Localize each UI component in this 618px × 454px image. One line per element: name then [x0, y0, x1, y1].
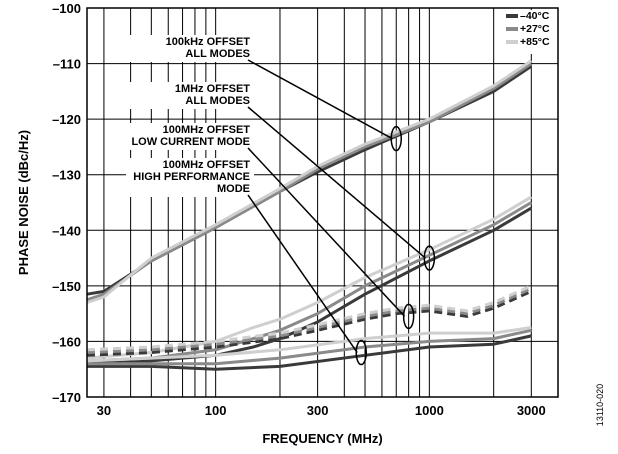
annotation-label-bg	[126, 158, 254, 197]
annotation-ellipse	[423, 245, 436, 271]
y-tick-label: –150	[52, 279, 81, 294]
annotation-label: 100kHz OFFSET	[166, 36, 251, 48]
y-tick-label: –120	[52, 112, 81, 127]
annotation-label: ALL MODES	[185, 48, 250, 60]
annotation-label-bg	[126, 123, 254, 150]
series-line	[86, 59, 533, 304]
annotation-label: 100MHz OFFSET	[163, 124, 251, 136]
series-line	[87, 328, 532, 366]
series-line	[86, 284, 532, 352]
y-tick-label: –100	[52, 1, 81, 16]
annotation-label-bg	[126, 82, 254, 109]
annotation-label: MODE	[217, 183, 250, 195]
annotation-ellipse	[390, 125, 402, 152]
annotation-label: LOW CURRENT MODE	[131, 136, 250, 148]
x-tick-label: 1000	[415, 403, 444, 418]
series-line	[86, 201, 533, 363]
series-line	[87, 334, 532, 371]
y-tick-label: –130	[52, 168, 81, 183]
x-tick-label: 3000	[517, 403, 546, 418]
legend-label: –40°C	[520, 10, 550, 22]
legend-label: +27°C	[520, 23, 550, 35]
series-line	[86, 287, 532, 354]
y-tick-label: –140	[52, 223, 81, 238]
annotation-label: ALL MODES	[185, 95, 250, 107]
annotation-leader-line	[247, 194, 358, 353]
series-layer	[86, 59, 533, 371]
figure-code: 13110-020	[595, 384, 605, 426]
annotation-label: 1MHz OFFSET	[175, 83, 250, 95]
annotation-ellipse	[402, 303, 415, 330]
x-tick-label: 100	[205, 403, 227, 418]
x-tick-label: 30	[97, 403, 111, 418]
annotation-ellipse	[355, 339, 367, 366]
x-tick-label: 300	[307, 403, 329, 418]
annotation-leader-line	[247, 59, 393, 140]
y-tick-label: –160	[52, 334, 81, 349]
annotation-label-bg	[126, 35, 254, 62]
annotation-label: 100MHz OFFSET	[163, 159, 251, 171]
x-axis-title: FREQUENCY (MHz)	[262, 431, 382, 446]
y-tick-label: –170	[52, 390, 81, 405]
series-line	[86, 326, 532, 363]
plot-frame	[86, 7, 559, 398]
y-tick-label: –110	[53, 57, 81, 72]
annotation-leader-line	[247, 106, 426, 259]
annotation-leader-line	[247, 147, 406, 317]
legend: –40°C+27°C+85°C	[498, 10, 556, 54]
y-axis-title: PHASE NOISE (dBc/Hz)	[16, 130, 31, 275]
annotation-label: HIGH PERFORMANCE	[133, 171, 250, 183]
legend-label: +85°C	[520, 36, 550, 48]
tick-labels: 30 100 300 1000 3000 –100 –110 –120 –130 –140 –150…	[52, 1, 546, 418]
series-line	[86, 290, 532, 357]
